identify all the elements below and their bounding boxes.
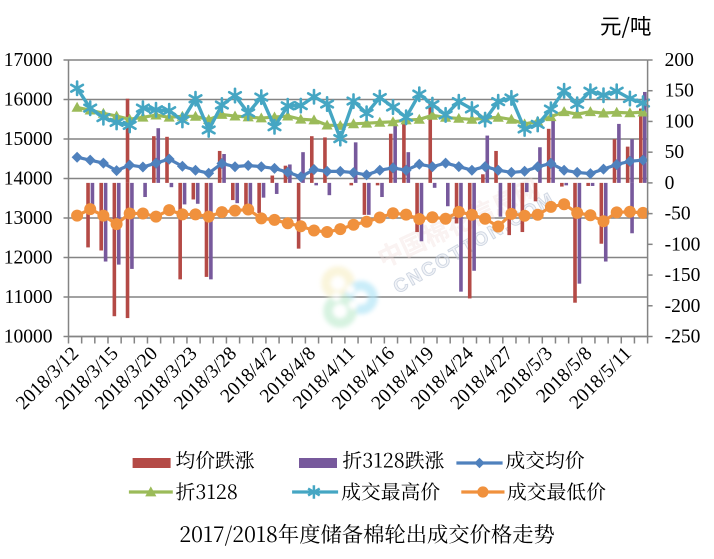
svg-text:50: 50 [665, 142, 685, 163]
svg-text:15000: 15000 [4, 129, 53, 150]
svg-text:-50: -50 [665, 204, 691, 225]
svg-text:10000: 10000 [4, 327, 53, 348]
svg-text:100: 100 [665, 111, 694, 132]
svg-text:17000: 17000 [4, 50, 53, 71]
svg-text:-150: -150 [665, 265, 701, 286]
svg-text:16000: 16000 [4, 90, 53, 111]
svg-text:200: 200 [665, 50, 694, 71]
svg-text:-200: -200 [665, 296, 701, 317]
svg-text:150: 150 [665, 81, 694, 102]
svg-text:-100: -100 [665, 234, 701, 255]
svg-text:12000: 12000 [4, 248, 53, 269]
svg-text:0: 0 [665, 173, 675, 194]
svg-text:-250: -250 [665, 327, 701, 348]
svg-text:14000: 14000 [4, 169, 53, 190]
svg-text:11000: 11000 [4, 287, 52, 308]
svg-text:13000: 13000 [4, 208, 53, 229]
